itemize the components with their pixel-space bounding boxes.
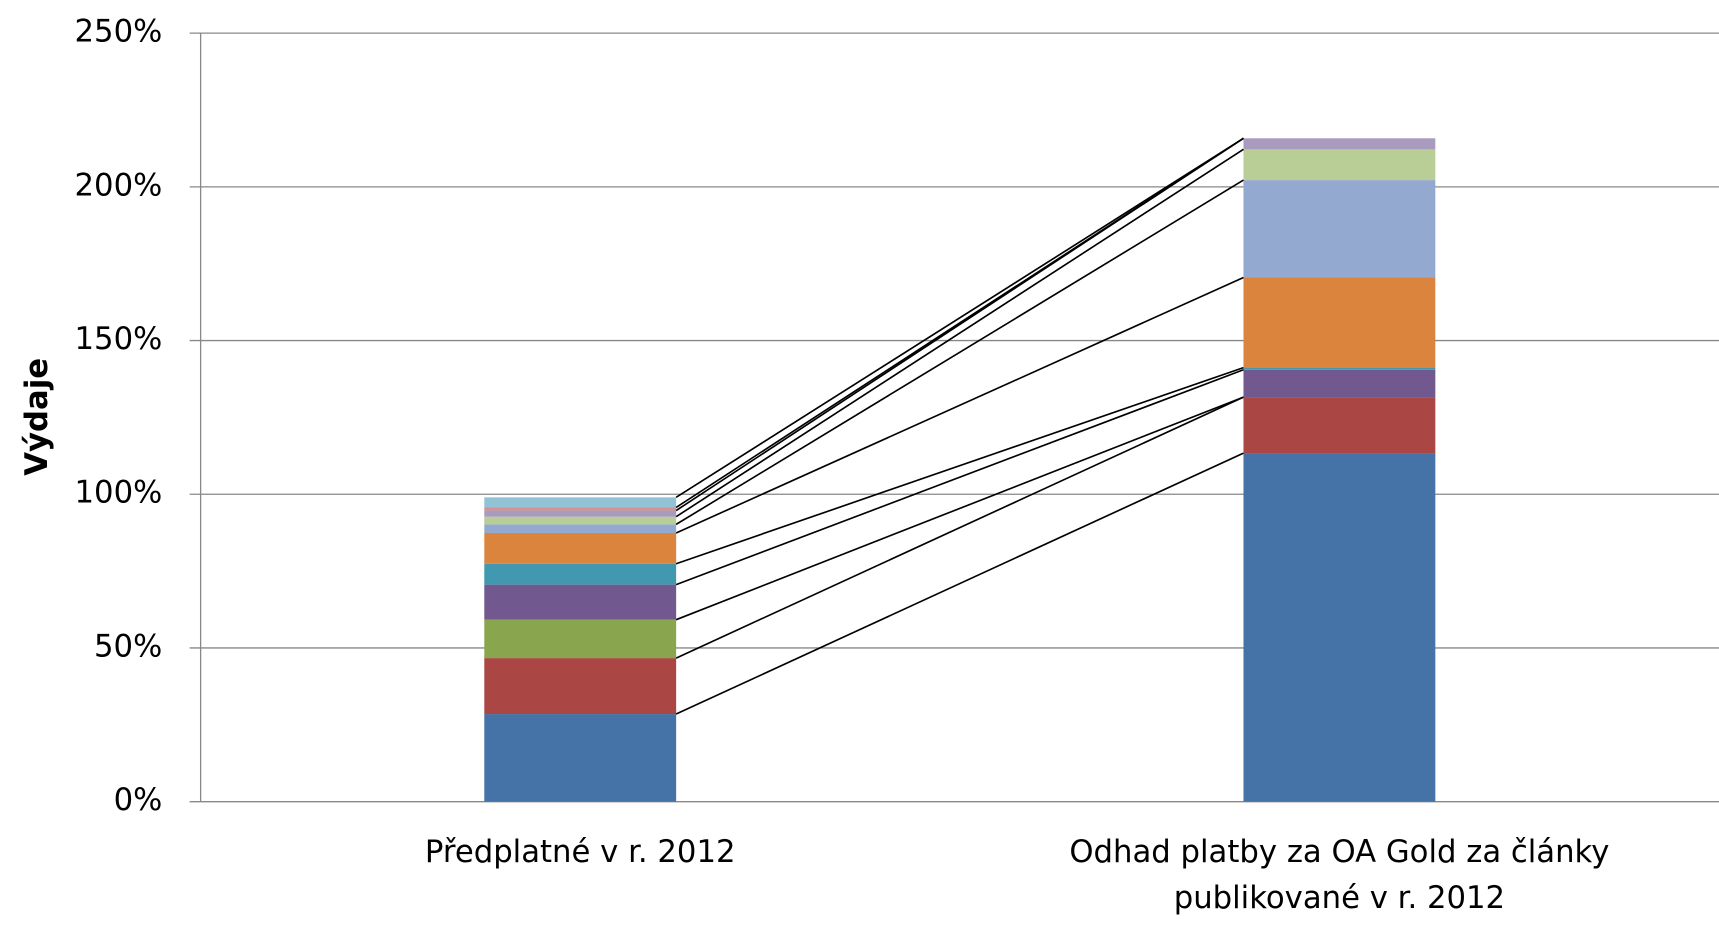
series-line [675, 366, 1244, 565]
bar-segment [484, 563, 677, 585]
y-tick-label: 0% [114, 783, 163, 818]
series-line [675, 368, 1244, 586]
bar-segment [1243, 277, 1436, 368]
bar-segment [1243, 138, 1436, 150]
x-tick-label: Odhad platby za OA Gold za články publik… [1069, 833, 1610, 916]
y-tick-label: 250% [75, 15, 163, 50]
x-tick-label-box: Předplatné v r. 2012 [424, 833, 736, 870]
bar-segment [484, 619, 677, 659]
bar-segment [1243, 367, 1436, 370]
bar-segment [484, 584, 677, 620]
y-tick-label: 50% [94, 629, 162, 664]
series-line [675, 137, 1244, 499]
series-line [675, 179, 1244, 526]
bar-segment [484, 658, 677, 715]
bar-segment [484, 497, 677, 508]
series-line [675, 396, 1244, 659]
y-tick-label: 100% [75, 476, 163, 511]
bar-segment [484, 532, 677, 564]
series-line [675, 148, 1244, 518]
series-line [675, 452, 1244, 715]
series-line [675, 276, 1244, 534]
bar-segment [1243, 397, 1436, 454]
bar-segment [484, 510, 677, 517]
bar-segment [1243, 180, 1436, 278]
y-tick-label: 150% [75, 322, 163, 357]
bar-segment [484, 714, 677, 802]
y-tick-label: 200% [75, 168, 163, 203]
bar-segment [484, 516, 677, 525]
y-axis-label: Výdaje [20, 358, 55, 476]
bar-segment [484, 507, 677, 511]
bar-segment [1243, 369, 1436, 398]
series-line [675, 396, 1244, 621]
x-tick-label-box: Odhad platby za OA Gold za články publik… [1069, 833, 1610, 916]
bar-segment [484, 524, 677, 533]
x-tick-label: Předplatné v r. 2012 [424, 833, 736, 870]
bar-segment [1243, 149, 1436, 181]
series-line [675, 137, 1244, 509]
bar-segment [1243, 453, 1436, 802]
